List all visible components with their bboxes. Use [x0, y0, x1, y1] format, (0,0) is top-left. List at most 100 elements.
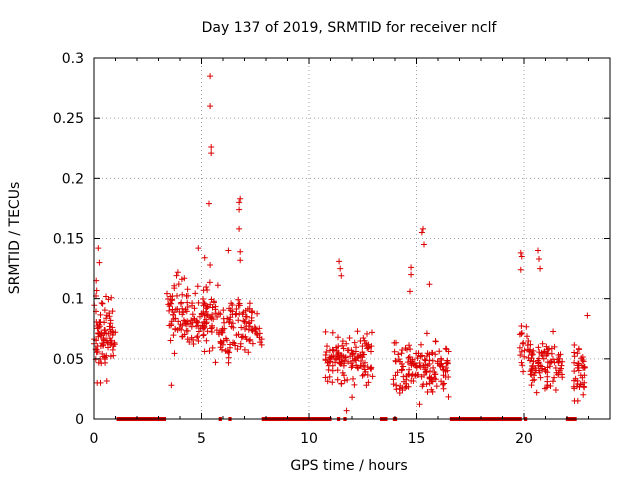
data-point	[432, 338, 439, 345]
data-point	[408, 377, 415, 384]
data-point	[413, 363, 420, 370]
data-points	[91, 73, 591, 414]
data-point	[174, 327, 181, 333]
data-point	[234, 346, 241, 353]
data-point	[224, 348, 231, 355]
data-point	[421, 241, 427, 248]
data-point	[571, 342, 578, 348]
data-point	[406, 342, 412, 349]
data-point	[209, 324, 216, 331]
data-point	[553, 369, 560, 376]
data-point	[544, 373, 551, 380]
data-point	[194, 283, 201, 290]
data-point	[249, 340, 256, 347]
data-point	[342, 354, 349, 361]
data-point	[207, 262, 214, 268]
data-point	[109, 308, 116, 315]
data-point	[360, 335, 367, 341]
data-point	[241, 346, 248, 353]
data-point	[399, 347, 406, 353]
data-point	[338, 352, 345, 359]
data-point	[403, 383, 410, 390]
data-point	[189, 302, 195, 309]
data-point	[401, 378, 407, 385]
axis-ticks	[93, 57, 610, 420]
data-point	[325, 366, 332, 373]
data-point	[209, 344, 216, 351]
data-point	[349, 351, 356, 358]
data-point	[580, 391, 587, 398]
data-point	[254, 332, 261, 338]
x-tick-label: 15	[408, 431, 426, 447]
data-point	[329, 379, 336, 386]
data-point	[348, 360, 355, 367]
data-point	[437, 363, 444, 370]
data-point	[420, 381, 427, 388]
data-point	[203, 337, 210, 344]
data-point	[191, 315, 198, 322]
data-point	[206, 200, 212, 207]
data-point	[523, 323, 530, 330]
data-point	[407, 346, 414, 353]
data-point	[421, 364, 428, 371]
data-point	[248, 317, 255, 324]
data-point	[111, 339, 118, 346]
data-point	[97, 332, 104, 339]
data-point	[552, 387, 559, 393]
data-point	[201, 324, 208, 331]
data-point	[323, 349, 330, 355]
data-point	[210, 298, 217, 305]
data-point	[408, 271, 415, 278]
data-point	[224, 337, 230, 344]
data-point	[550, 378, 556, 385]
data-point	[559, 374, 566, 381]
data-point	[414, 355, 421, 361]
data-point	[438, 357, 445, 363]
data-point	[343, 407, 350, 414]
data-point	[391, 348, 398, 355]
data-point	[175, 281, 182, 288]
data-point	[101, 307, 108, 314]
data-point	[225, 247, 232, 254]
data-point	[429, 357, 436, 364]
data-point	[237, 257, 244, 264]
tick-labels: 0 0.05 0.1 0.15 0.2 0.25 0.3 0 5 10 15 20	[53, 51, 533, 447]
data-point	[227, 314, 234, 321]
data-point	[577, 381, 584, 388]
data-point	[577, 372, 584, 379]
data-point	[543, 384, 550, 391]
data-point	[336, 258, 343, 265]
data-point	[363, 382, 370, 389]
data-point	[103, 378, 110, 384]
data-point	[535, 247, 541, 254]
data-point	[409, 356, 416, 363]
data-point	[170, 332, 177, 339]
data-point	[101, 319, 108, 326]
data-point	[217, 340, 224, 347]
data-point	[441, 380, 447, 387]
data-point	[412, 372, 419, 379]
data-point	[97, 311, 104, 318]
data-point	[443, 360, 450, 367]
data-point	[103, 315, 110, 322]
data-point	[177, 321, 184, 328]
data-point	[236, 302, 243, 309]
y-tick-label: 0.25	[53, 111, 84, 127]
data-point	[391, 339, 398, 346]
data-point	[220, 315, 227, 322]
data-point	[233, 310, 240, 317]
data-point	[326, 354, 333, 361]
data-point	[110, 352, 117, 359]
data-point	[249, 327, 256, 334]
data-point	[538, 363, 545, 370]
data-point	[238, 324, 245, 331]
data-point	[322, 356, 329, 363]
data-point	[329, 329, 336, 336]
data-point	[339, 342, 346, 349]
data-point	[524, 333, 530, 340]
data-point	[201, 301, 208, 308]
data-point	[164, 290, 170, 297]
data-point	[337, 265, 344, 272]
data-point	[538, 349, 545, 356]
data-point	[390, 376, 397, 383]
